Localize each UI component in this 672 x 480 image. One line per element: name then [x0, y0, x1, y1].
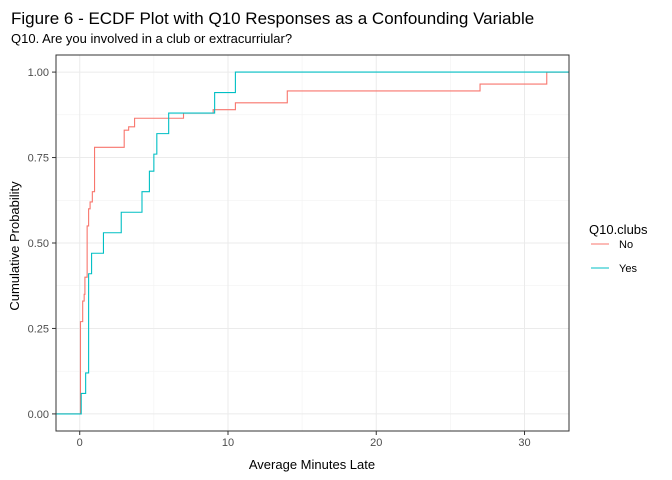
y-tick-label: 0.00	[28, 409, 49, 421]
ecdf-line-yes	[56, 71, 569, 415]
y-tick-label: 0.25	[28, 323, 49, 335]
x-tick-label: 0	[77, 437, 83, 449]
chart-subtitle: Q10. Are you involved in a club or extra…	[11, 31, 292, 46]
x-axis: 0 10 20 30	[77, 431, 531, 449]
y-tick-label: 1.00	[28, 67, 49, 79]
grid-major	[56, 55, 569, 431]
ecdf-line-no	[56, 71, 569, 415]
series-layer	[56, 71, 569, 415]
y-tick-label: 0.50	[28, 238, 49, 250]
x-axis-title: Average Minutes Late	[249, 457, 375, 472]
y-tick-label: 0.75	[28, 153, 49, 165]
x-tick-label: 10	[222, 437, 234, 449]
legend-label-yes: Yes	[619, 263, 637, 275]
x-tick-label: 20	[370, 437, 382, 449]
legend-title: Q10.clubs	[589, 222, 648, 237]
legend-label-no: No	[619, 239, 633, 251]
x-tick-label: 30	[518, 437, 530, 449]
legend: Q10.clubs No Yes	[589, 222, 648, 275]
y-axis: 0.00 0.25 0.50 0.75 1.00	[28, 67, 56, 421]
chart-title: Figure 6 - ECDF Plot with Q10 Responses …	[11, 9, 534, 28]
y-axis-title: Cumulative Probability	[7, 181, 22, 311]
